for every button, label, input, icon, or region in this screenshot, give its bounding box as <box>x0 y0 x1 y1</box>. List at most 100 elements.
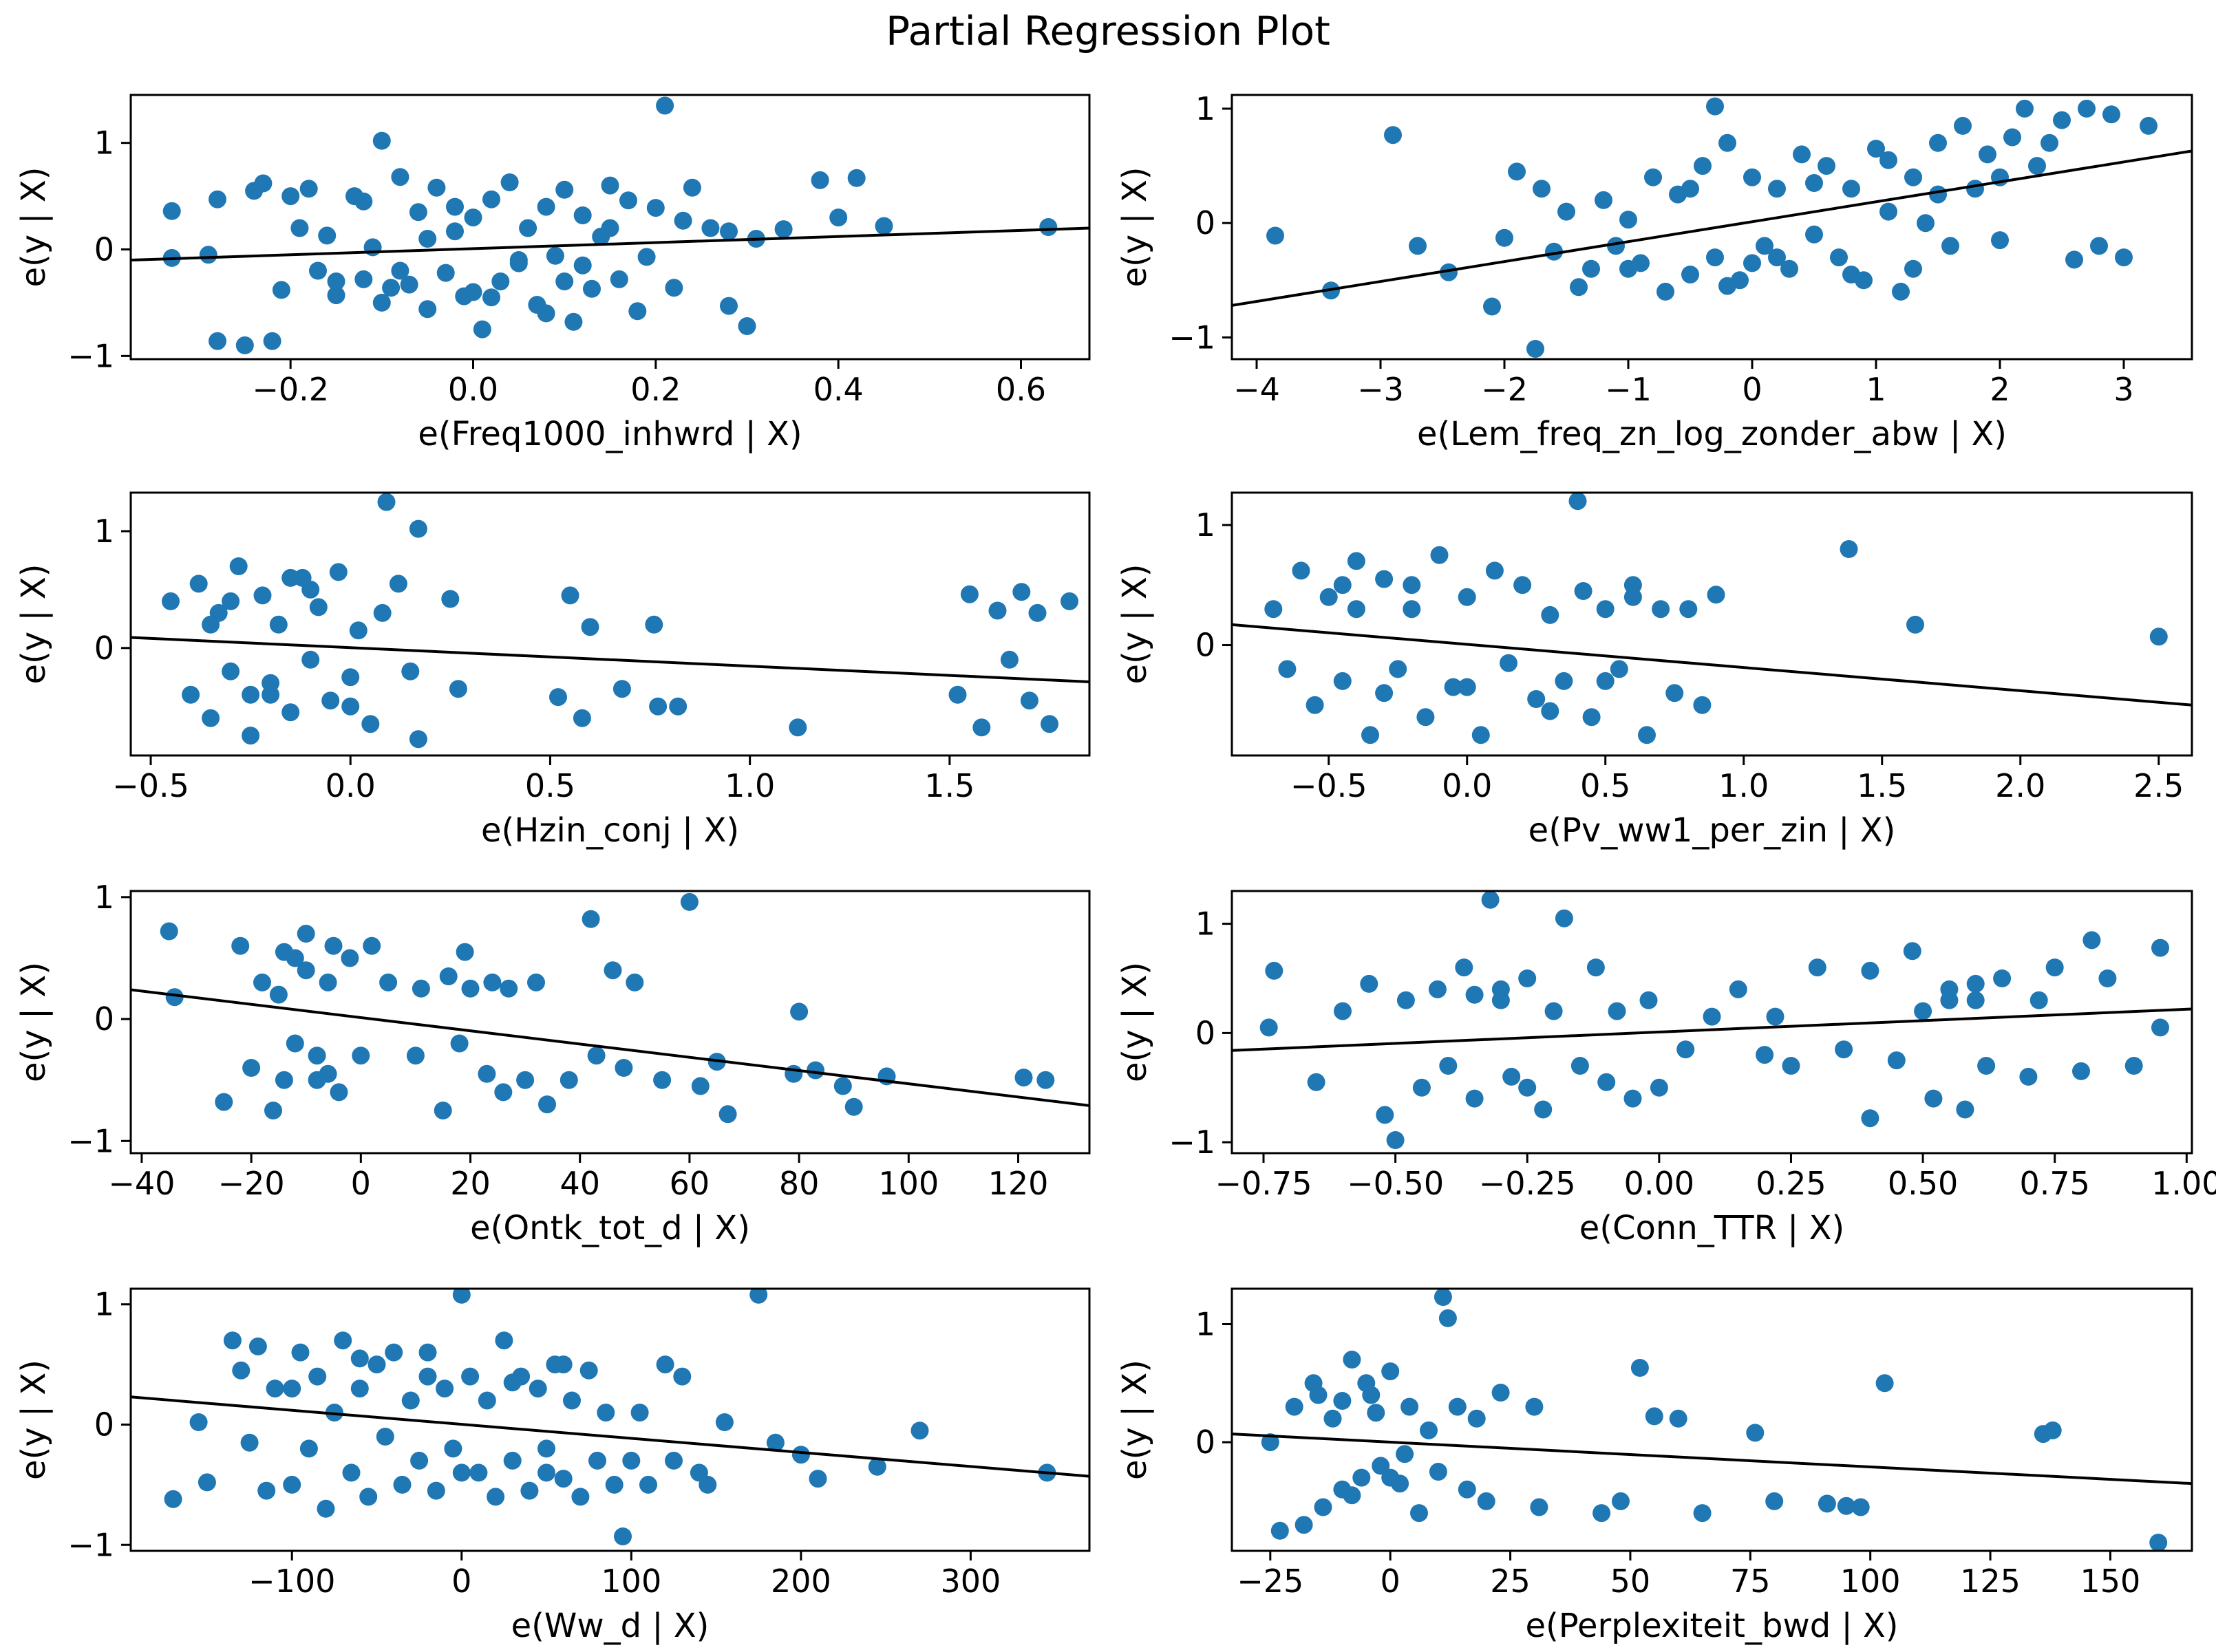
data-point <box>1020 691 1038 710</box>
data-point <box>436 1380 454 1398</box>
data-point <box>491 272 510 290</box>
data-point <box>1386 1131 1405 1149</box>
x-axis-label: e(Perplexiteit_bwd | X) <box>1526 1607 1899 1645</box>
y-axis-label: e(y | X) <box>14 564 53 685</box>
data-point <box>537 304 555 323</box>
data-point <box>1679 600 1698 619</box>
data-point <box>601 219 619 237</box>
y-tick-label: 0 <box>94 231 114 268</box>
data-point <box>389 575 407 593</box>
data-point <box>1527 690 1546 708</box>
data-point <box>519 219 537 237</box>
data-point <box>1904 259 1922 278</box>
scatter-points <box>164 1289 1056 1545</box>
data-point <box>242 727 260 745</box>
x-tick-label: 80 <box>779 1165 820 1202</box>
data-point <box>1676 1040 1695 1059</box>
data-point <box>1729 980 1747 998</box>
x-tick-label: 1.00 <box>2151 1165 2216 1202</box>
data-point <box>2090 237 2108 255</box>
data-point <box>774 220 793 239</box>
data-point <box>1440 263 1458 281</box>
x-tick-label: 0.2 <box>630 371 681 408</box>
data-point <box>1438 1309 1457 1327</box>
data-point <box>1879 202 1897 221</box>
regression-line <box>1232 1007 2192 1052</box>
x-tick-label: −0.50 <box>1347 1165 1444 1202</box>
data-point <box>446 222 464 241</box>
data-point <box>785 1064 803 1083</box>
data-point <box>1842 266 1860 283</box>
data-point <box>2045 958 2064 977</box>
x-tick-label: −0.75 <box>1215 1165 1312 1202</box>
x-tick-label: 0.0 <box>1442 767 1492 804</box>
data-point <box>1993 969 2012 987</box>
data-point <box>401 1391 420 1410</box>
data-point <box>637 248 656 266</box>
data-point <box>229 557 248 575</box>
y-tick-label: 1 <box>94 125 114 162</box>
data-point <box>503 1373 522 1392</box>
y-tick-label: 1 <box>1195 506 1215 544</box>
data-point <box>162 202 181 220</box>
data-point <box>1343 1351 1361 1369</box>
data-point <box>2043 1421 2062 1439</box>
data-point <box>1557 202 1575 221</box>
data-point <box>1491 980 1510 998</box>
data-point <box>327 286 345 305</box>
data-point <box>500 979 518 998</box>
data-point <box>645 615 663 634</box>
data-point <box>1555 672 1573 690</box>
regression-line <box>1232 623 2192 707</box>
data-point <box>581 618 599 636</box>
data-point <box>1525 1397 1544 1416</box>
data-point <box>1403 600 1421 619</box>
data-point <box>242 685 260 704</box>
x-tick-label: 2 <box>1990 371 2010 408</box>
data-point <box>549 688 567 707</box>
data-point <box>1851 1498 1870 1516</box>
data-point <box>1429 1463 1447 1481</box>
data-point <box>1357 1374 1376 1393</box>
x-tick-label: 1.0 <box>1718 767 1769 804</box>
data-point <box>367 1355 386 1374</box>
x-tick-label: −1 <box>1605 371 1652 408</box>
data-point <box>209 190 226 208</box>
data-point <box>1887 1051 1906 1070</box>
data-point <box>1765 1492 1784 1510</box>
x-tick-label: 0.0 <box>326 767 376 804</box>
data-point <box>1681 266 1699 283</box>
x-tick-label: 150 <box>2080 1563 2141 1600</box>
x-tick-label: 100 <box>601 1563 661 1600</box>
axes-frame <box>129 491 1091 757</box>
x-tick-label: −25 <box>1237 1563 1303 1600</box>
data-point <box>1623 1089 1642 1108</box>
data-point <box>1319 588 1338 606</box>
data-point <box>372 131 391 150</box>
data-point <box>1012 583 1031 601</box>
data-point <box>1694 157 1712 175</box>
data-point <box>317 1499 335 1518</box>
data-point <box>1766 1007 1784 1026</box>
x-tick-label: 3 <box>2113 371 2133 408</box>
y-tick-label: 0 <box>94 1000 114 1038</box>
data-point <box>198 1473 216 1492</box>
data-point <box>1541 605 1559 624</box>
figure-title: Partial Regression Plot <box>886 8 1330 54</box>
data-point <box>290 219 309 237</box>
data-point <box>1439 1057 1458 1075</box>
data-point <box>1375 570 1394 588</box>
data-point <box>377 493 396 511</box>
data-point <box>452 1289 471 1304</box>
x-tick-label: 0.50 <box>1888 1165 1958 1202</box>
data-point <box>789 718 807 737</box>
data-point <box>391 168 409 186</box>
data-point <box>1430 546 1449 564</box>
data-point <box>847 169 866 187</box>
data-point <box>646 199 665 217</box>
data-point <box>262 685 280 704</box>
data-point <box>1530 1498 1548 1516</box>
data-point <box>341 668 360 687</box>
data-point <box>456 943 474 961</box>
data-point <box>1956 1100 1974 1119</box>
